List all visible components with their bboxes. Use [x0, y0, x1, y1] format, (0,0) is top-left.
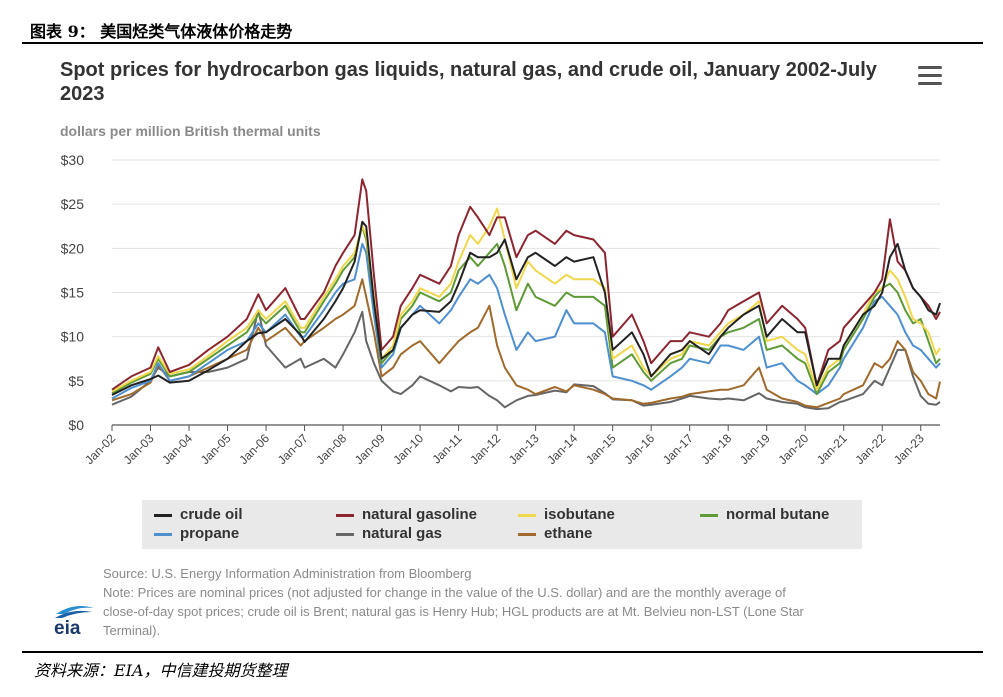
legend-label: normal butane [726, 506, 830, 523]
legend-item-isobutane[interactable]: isobutane [518, 506, 615, 523]
source-line: Source: U.S. Energy Information Administ… [103, 566, 472, 581]
x-tick-label: Jan-09 [352, 431, 388, 467]
series-line-ethane [111, 278, 941, 409]
y-tick-label: $0 [68, 417, 84, 433]
y-tick-label: $15 [61, 285, 85, 301]
x-tick-label: Jan-04 [159, 431, 195, 467]
x-tick-label: Jan-19 [737, 431, 773, 467]
top-rule [22, 42, 983, 44]
menu-bar [918, 66, 942, 69]
y-axis-units-label: dollars per million British thermal unit… [60, 123, 321, 139]
series-line-normal-butane [111, 225, 941, 396]
menu-bar [918, 82, 942, 85]
note-line: Note: Prices are nominal prices (not adj… [103, 585, 786, 600]
chart-legend: crude oil natural gasoline isobutane nor… [142, 500, 862, 549]
y-tick-labels: $0 $5 $10 $15 $20 $25 $30 [61, 152, 85, 433]
hamburger-menu-icon[interactable] [918, 66, 942, 86]
eia-logo: eia [54, 606, 94, 638]
menu-bar [918, 74, 942, 77]
legend-swatch [700, 513, 718, 517]
bottom-rule [22, 651, 983, 653]
x-tick-labels: Jan-02 Jan-03 Jan-04 Jan-05 Jan-06 Jan-07 Jan-… [82, 425, 927, 467]
series-line-natural-gasoline [111, 178, 941, 391]
source-note: Source: U.S. Energy Information Administ… [103, 564, 943, 640]
x-tick-label: Jan-10 [390, 431, 426, 467]
x-tick-label: Jan-06 [236, 431, 272, 467]
legend-swatch [154, 513, 172, 517]
legend-item-normal-butane[interactable]: normal butane [700, 506, 829, 523]
legend-label: ethane [544, 525, 593, 542]
x-tick-label: Jan-14 [544, 431, 580, 467]
legend-item-ethane[interactable]: ethane [518, 525, 592, 542]
legend-label: isobutane [544, 506, 615, 523]
legend-swatch [154, 532, 172, 536]
legend-label: natural gasoline [362, 506, 478, 523]
legend-label: propane [180, 525, 240, 542]
chart-title: Spot prices for hydrocarbon gas liquids,… [60, 59, 877, 105]
x-tick-label: Jan-18 [698, 431, 734, 467]
x-tick-label: Jan-16 [621, 431, 657, 467]
x-tick-label: Jan-03 [121, 431, 157, 467]
x-tick-label: Jan-12 [467, 431, 503, 467]
legend-swatch [518, 513, 536, 517]
legend-label: natural gas [362, 525, 443, 542]
legend-swatch [336, 532, 354, 536]
footnote: 资料来源：EIA，中信建投期货整理 [34, 661, 288, 680]
legend-item-propane[interactable]: propane [154, 525, 239, 542]
x-tick-label: Jan-05 [198, 431, 234, 467]
x-tick-label: Jan-23 [891, 431, 927, 467]
x-tick-label: Jan-15 [583, 431, 619, 467]
y-tick-label: $30 [61, 152, 85, 168]
y-tick-label: $5 [68, 373, 84, 389]
y-tick-label: $25 [61, 196, 85, 212]
legend-item-crude-oil[interactable]: crude oil [154, 506, 243, 523]
x-tick-label: Jan-22 [853, 431, 889, 467]
x-tick-label: Jan-13 [506, 431, 542, 467]
figure-label: 图表 9： 美国烃类气体液体价格走势 [30, 22, 293, 41]
y-tick-label: $20 [61, 240, 85, 256]
series-line-crude-oil [111, 220, 941, 396]
legend-item-natural-gasoline[interactable]: natural gasoline [336, 506, 477, 523]
note-line: close-of-day spot prices; crude oil is B… [103, 604, 804, 619]
legend-swatch [518, 532, 536, 536]
x-tick-label: Jan-07 [275, 431, 311, 467]
legend-item-natural-gas[interactable]: natural gas [336, 525, 442, 542]
x-tick-label: Jan-02 [82, 431, 118, 467]
note-line: Terminal). [103, 623, 161, 638]
series-lines [111, 178, 941, 411]
eia-logo-text: eia [54, 618, 81, 638]
legend-label: crude oil [180, 506, 243, 523]
x-tick-label: Jan-17 [660, 431, 696, 467]
x-tick-label: Jan-11 [430, 431, 465, 466]
x-tick-label: Jan-20 [775, 431, 811, 467]
x-tick-label: Jan-21 [814, 431, 850, 467]
legend-swatch [336, 513, 354, 517]
y-tick-label: $10 [61, 329, 85, 345]
x-tick-label: Jan-08 [313, 431, 349, 467]
